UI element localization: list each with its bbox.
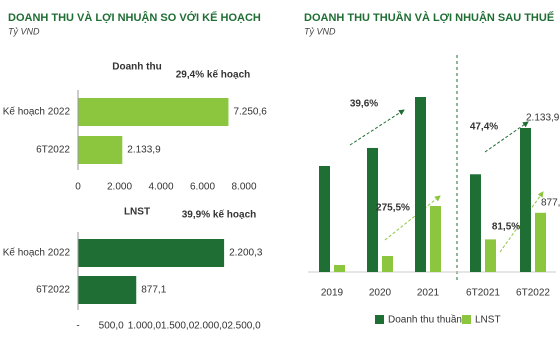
annotation: 39,6%: [350, 99, 378, 110]
chart-title: LNST: [124, 207, 150, 218]
category-label: 6T2022: [36, 285, 70, 296]
annotation: 39,9% kế hoạch: [182, 209, 256, 221]
legend-label: Doanh thu thuần: [388, 314, 462, 326]
x-tick-label: 2.500,0: [227, 321, 261, 332]
x-tick-label: 6T2022: [516, 288, 550, 299]
x-tick-label: 2019: [321, 288, 344, 299]
bar: [485, 239, 496, 272]
x-tick-label: 2020: [369, 288, 392, 299]
annotation: 29,4% kế hoạch: [176, 69, 250, 81]
chart-title: Doanh thu: [112, 62, 161, 73]
bar: [382, 256, 393, 272]
x-tick-label: 6.000: [190, 182, 215, 193]
x-tick-label: 1.500,0: [161, 321, 195, 332]
bar: [78, 98, 229, 126]
legend-swatch: [462, 315, 471, 324]
value-label: 877,1: [541, 197, 560, 208]
category-label: Kế hoạch 2022: [3, 106, 71, 118]
bar: [334, 264, 345, 272]
value-label: 2.133,9: [127, 145, 161, 156]
chart-title: DOANH THU THUẦN VÀ LỢI NHUẬN SAU THUẾ: [304, 11, 554, 24]
value-label: 2.200,3: [229, 248, 263, 259]
x-tick-label: 1.000,0: [128, 321, 162, 332]
x-tick-label: 4.000: [148, 182, 173, 193]
value-label: 877,1: [141, 285, 166, 296]
annotation: 275,5%: [376, 203, 410, 214]
x-tick-label: 6T2021: [466, 288, 500, 299]
bar: [430, 205, 441, 272]
bar: [415, 97, 426, 272]
x-tick-label: 500,0: [99, 321, 124, 332]
arrow: [384, 195, 441, 241]
bar: [78, 136, 123, 164]
bar: [319, 165, 330, 272]
value-label: 7.250,6: [233, 107, 267, 118]
panel-subtitle: Tỷ VND: [8, 26, 40, 36]
value-label: 2.133,9: [526, 113, 560, 124]
bar: [535, 212, 546, 272]
panel-title: DOANH THU VÀ LỢI NHUẬN SO VỚI KẾ HOẠCH: [8, 11, 261, 24]
category-label: Kế hoạch 2022: [3, 247, 71, 259]
bar: [470, 174, 481, 272]
chart-subtitle: Tỷ VND: [304, 26, 336, 36]
x-tick-label: 8.000: [231, 182, 256, 193]
annotation: 81,5%: [492, 222, 520, 233]
arrow: [484, 121, 529, 153]
bar: [520, 127, 531, 273]
bar: [78, 276, 137, 304]
bar: [78, 239, 225, 267]
annotation: 47,4%: [470, 122, 498, 133]
category-label: 6T2022: [36, 145, 70, 156]
x-tick-label: 2021: [417, 288, 440, 299]
x-tick-label: 2.000: [107, 182, 132, 193]
x-tick-label: -: [76, 321, 79, 332]
arrow: [349, 109, 405, 146]
bar: [367, 147, 378, 272]
x-tick-label: 2.000,0: [194, 321, 228, 332]
x-tick-label: 0: [75, 182, 81, 193]
legend-swatch: [375, 315, 384, 324]
legend-label: LNST: [475, 315, 501, 326]
